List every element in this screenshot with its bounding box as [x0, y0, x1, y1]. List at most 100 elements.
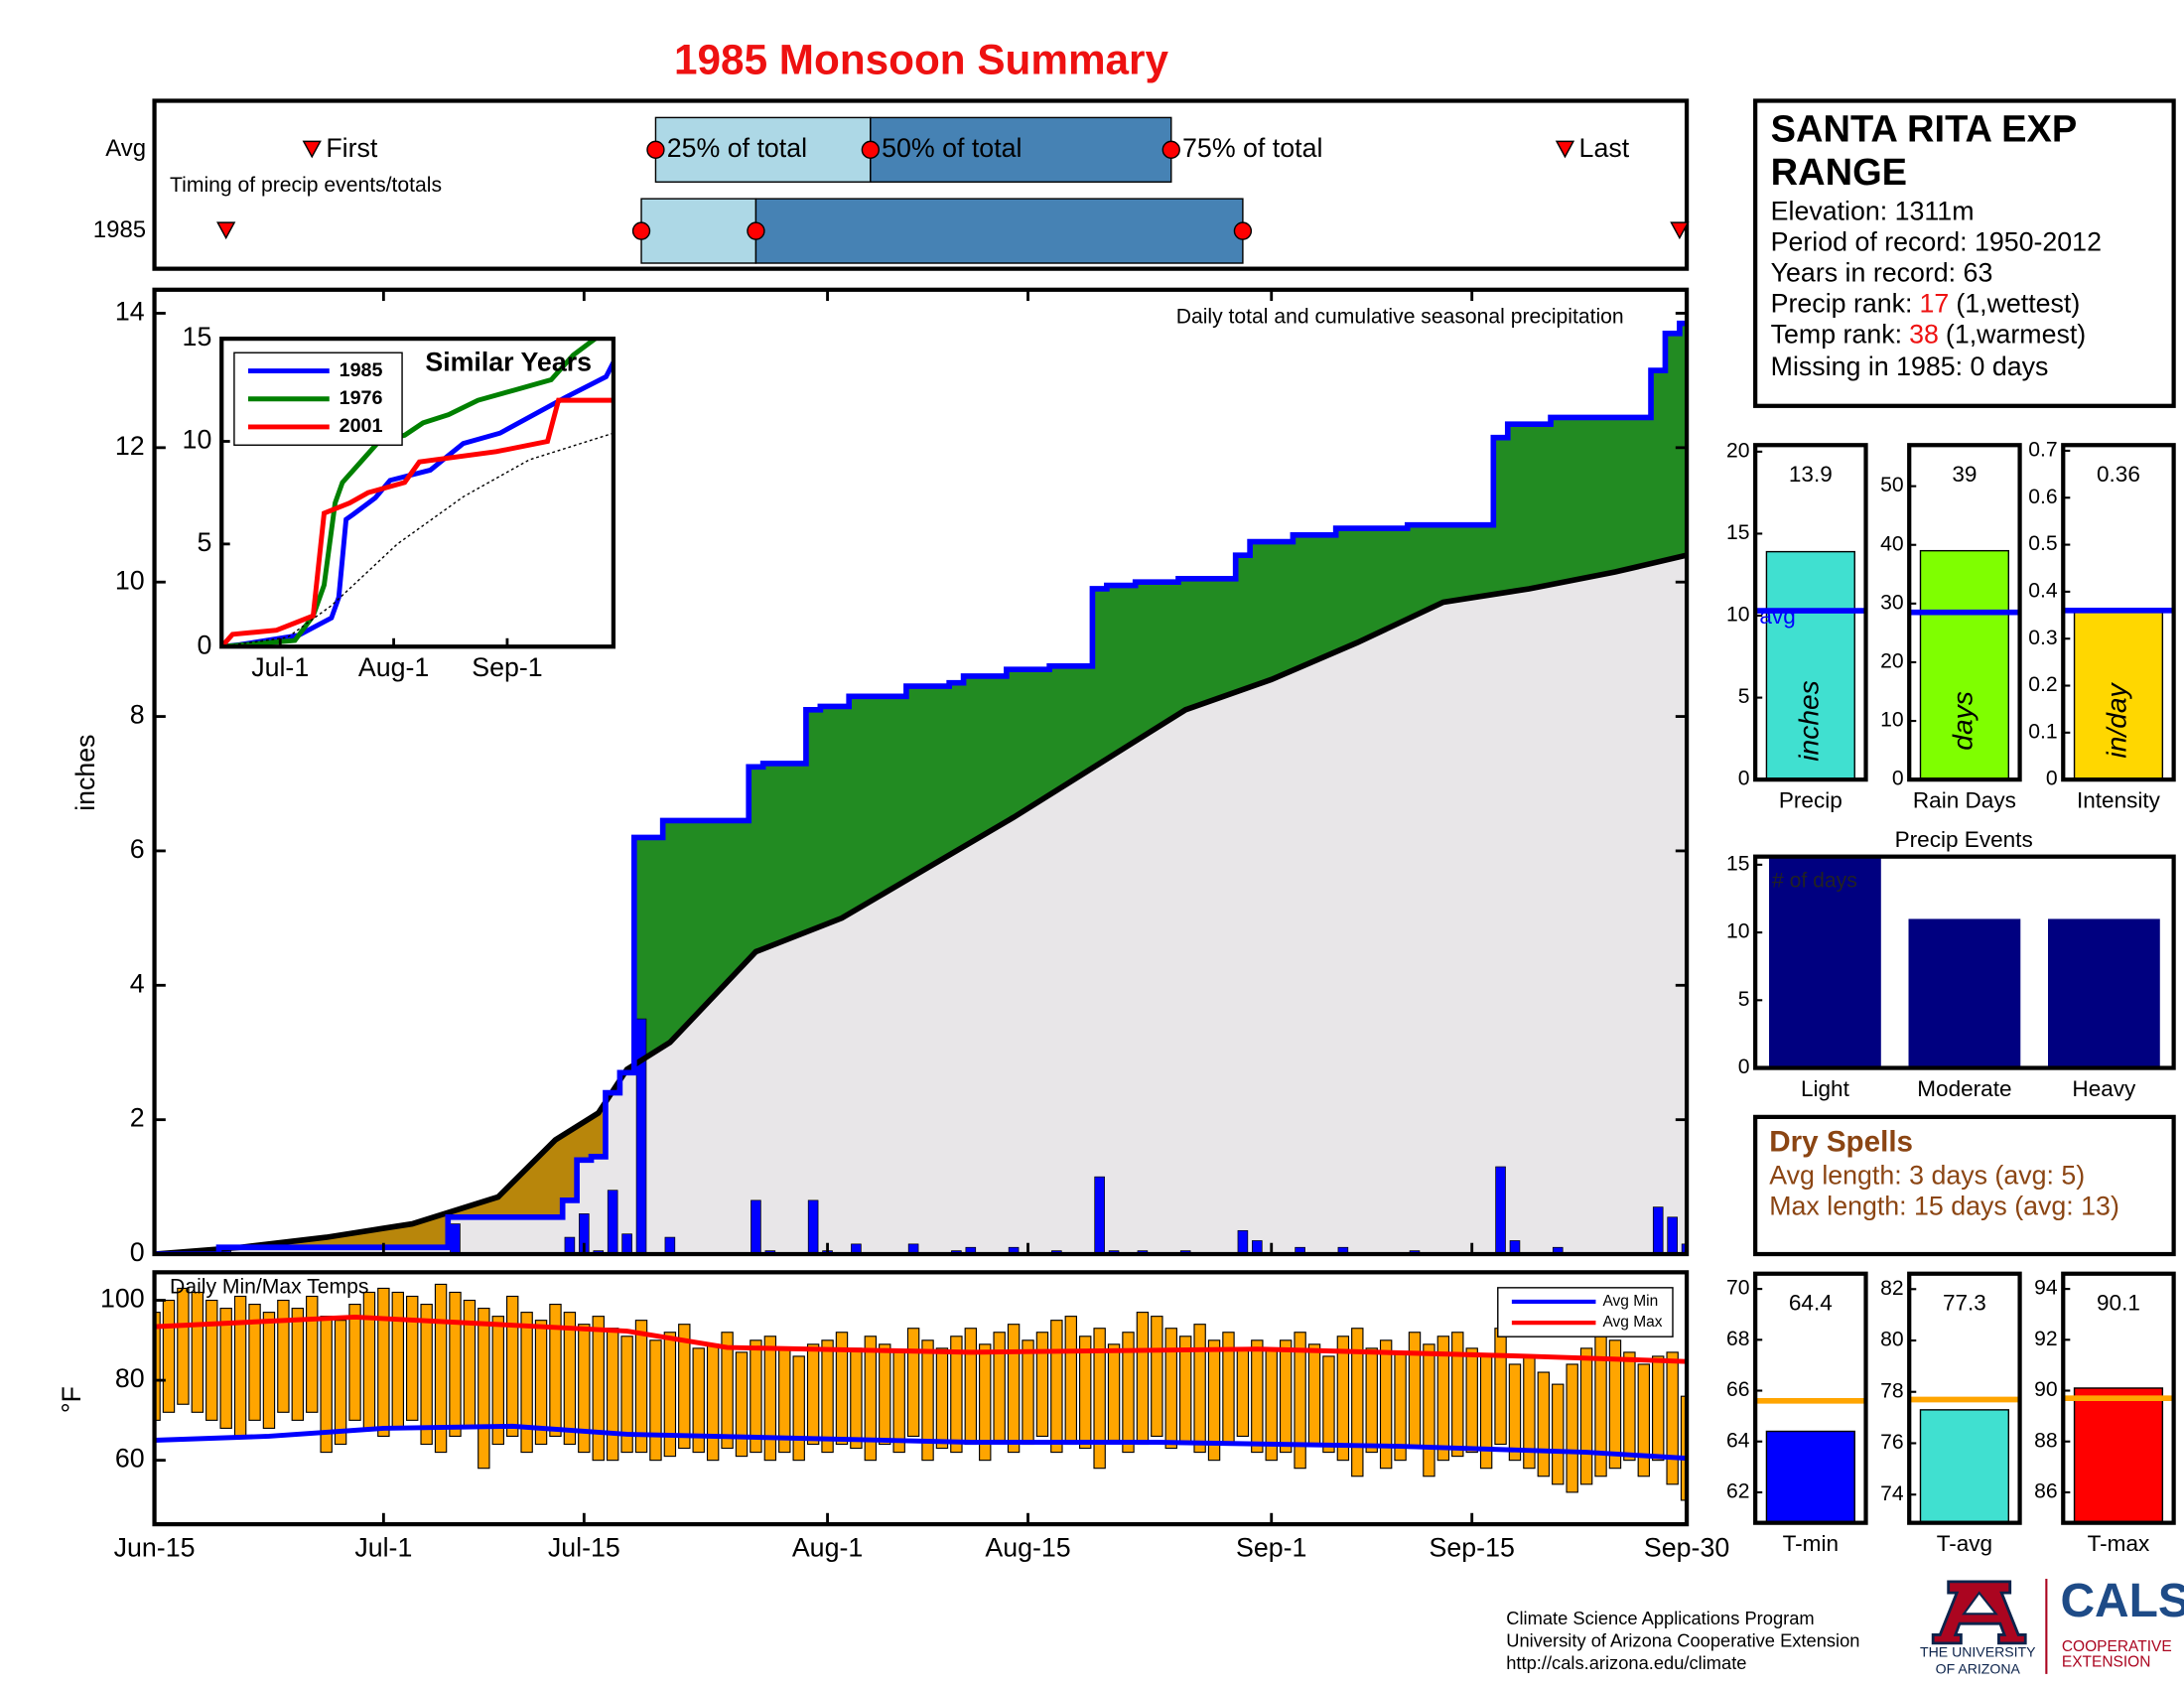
timing-label: First	[326, 133, 378, 163]
y-tick-label: 60	[115, 1444, 145, 1474]
temp-range-bar	[792, 1355, 805, 1462]
temp-plot	[154, 1283, 1688, 1501]
x-tick-label: Aug-1	[792, 1533, 863, 1563]
temp-range-bar	[1465, 1347, 1478, 1454]
y-tick-label: 4	[130, 968, 145, 998]
station-years: Years in record: 63	[1771, 257, 1993, 287]
timing-label: 50% of total	[882, 133, 1022, 163]
station-name: RANGE	[1771, 152, 1907, 194]
daily-precip-bar	[851, 1243, 862, 1255]
y-tick-label: 40	[1880, 532, 1903, 555]
gauge-label: Intensity	[2077, 788, 2161, 813]
y-axis-label: inches	[70, 734, 100, 810]
y-tick-label: 0.2	[2028, 673, 2057, 696]
main-plot	[154, 320, 1688, 1255]
temp-range-bar	[1107, 1343, 1121, 1442]
temp-range-bar	[348, 1303, 361, 1421]
x-tick-label: Aug-15	[985, 1533, 1070, 1563]
y-tick-label: 82	[1880, 1277, 1903, 1300]
y-tick-label: 64	[1726, 1429, 1750, 1452]
temp-range-bar	[1637, 1363, 1651, 1477]
temp-range-bar	[262, 1312, 276, 1429]
y-tick-label: 10	[115, 565, 145, 595]
timing-marker	[646, 140, 665, 159]
timing-marker	[302, 140, 322, 159]
daily-precip-bar	[965, 1246, 977, 1255]
temp-range-bar	[391, 1291, 404, 1429]
y-tick-label: 20	[1880, 650, 1903, 673]
daily-precip-bar	[564, 1236, 576, 1255]
y-tick-label: 5	[1738, 988, 1750, 1011]
y-tick-label: 92	[2034, 1328, 2057, 1350]
gauge-frame	[2061, 443, 2176, 782]
temp-range-bar	[678, 1324, 691, 1450]
gauge-bar	[1765, 550, 1855, 780]
x-tick-label: Sep-1	[1236, 1533, 1306, 1563]
timing-marker	[861, 140, 880, 159]
x-tick-label: Aug-1	[358, 652, 429, 682]
temp-range-bar	[1379, 1339, 1393, 1470]
temp-range-bar	[979, 1343, 992, 1462]
gauge-frame	[1753, 443, 1868, 782]
temp-range-bar	[205, 1299, 218, 1421]
timing-marker	[631, 221, 651, 240]
timing-note: Timing of precip events/totals	[170, 174, 442, 197]
y-tick-label: 0.1	[2028, 720, 2057, 743]
inset-title: Similar Years	[425, 348, 592, 377]
temp-range-bar	[563, 1312, 577, 1446]
gauge-unit: inches	[1792, 680, 1824, 761]
y-tick-label: 70	[1726, 1277, 1750, 1300]
station-period: Period of record: 1950-2012	[1771, 226, 2102, 256]
temp-range-bar	[1050, 1320, 1063, 1454]
y-tick-label: 90	[2034, 1378, 2057, 1401]
temp-range-bar	[1193, 1324, 1206, 1454]
temp-range-bar	[692, 1347, 705, 1454]
gauge-label: T-max	[2088, 1531, 2150, 1556]
bar	[1769, 856, 1881, 1068]
temp-range-bar	[1307, 1343, 1321, 1446]
temp-range-bar	[1064, 1316, 1077, 1446]
y-tick-label: 10	[1726, 604, 1750, 627]
gauge-frame	[2061, 1271, 2176, 1525]
daily-precip-bar	[607, 1190, 618, 1255]
gauge-value: 13.9	[1789, 462, 1833, 487]
x-tick-label: Jun-15	[114, 1533, 196, 1563]
gauge-frame	[1907, 1271, 2022, 1525]
temp-rank: Temp rank: 38 (1,warmest)	[1771, 319, 2087, 349]
y-tick-label: 12	[115, 431, 145, 461]
y-tick-label: 0	[1738, 768, 1750, 790]
station-elevation: Elevation: 1311m	[1771, 196, 1975, 225]
temp-range-bar	[549, 1303, 562, 1438]
temp-range-bar	[1351, 1328, 1364, 1477]
temp-range-bar	[1294, 1332, 1306, 1470]
rank-value: 17	[1920, 288, 1950, 318]
timing-marker	[1233, 221, 1253, 240]
temp-range-bar	[219, 1308, 232, 1429]
footer-line: University of Arizona Cooperative Extens…	[1506, 1629, 1859, 1650]
timing-label: 75% of total	[1182, 133, 1322, 163]
temp-range-bar	[592, 1316, 605, 1462]
y-axis-label: # of days	[1772, 870, 1857, 893]
gauge-value: 77.3	[1943, 1291, 1986, 1316]
temp-range-bar	[892, 1351, 905, 1454]
timing-marker	[216, 221, 236, 240]
gauge-label: T-avg	[1937, 1531, 1992, 1556]
station-missing: Missing in 1985: 0 days	[1771, 352, 2049, 381]
temp-range-bar	[248, 1303, 261, 1421]
temp-range-bar	[993, 1332, 1006, 1442]
daily-precip-bar	[579, 1213, 590, 1255]
temp-range-bar	[362, 1291, 376, 1429]
temp-range-bar	[1508, 1363, 1522, 1462]
chart-title: Daily Min/Max Temps	[170, 1275, 368, 1298]
temp-range-bar	[964, 1328, 978, 1446]
x-tick-label: Sep-1	[472, 652, 542, 682]
page-title: 1985 Monsoon Summary	[674, 37, 1168, 83]
temp-range-bar	[478, 1308, 490, 1470]
similar-year-line	[221, 360, 614, 647]
temp-range-bar	[1022, 1339, 1034, 1446]
chart-title: Precip Events	[1895, 827, 2033, 852]
dry-spells-box	[1753, 1114, 2176, 1257]
y-tick-label: 0.5	[2028, 532, 2057, 555]
y-tick-label: 5	[197, 527, 211, 557]
